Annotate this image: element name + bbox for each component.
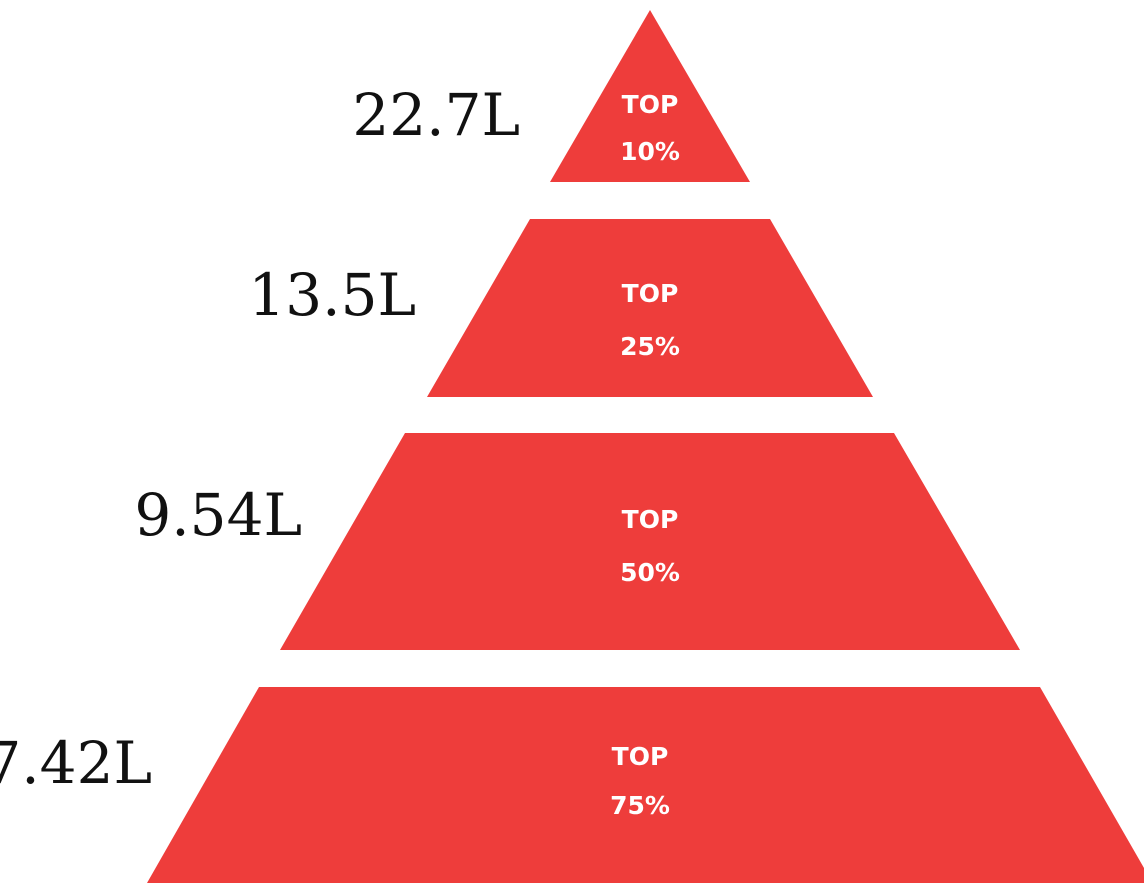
- tier-top-75-label-line1: TOP: [612, 742, 669, 771]
- tier-top-50-label-line1: TOP: [622, 505, 679, 534]
- tier-top-25-shape: [427, 219, 873, 397]
- tier-top-10-label-line2: 10%: [620, 137, 680, 166]
- tier-top-75-label-line2: 75%: [610, 791, 670, 820]
- tier-top-25-value: 13.5L: [248, 261, 416, 329]
- tier-top-75-value: 7.42L: [0, 729, 152, 797]
- tier-top-10: TOP 10% 22.7L: [352, 10, 750, 182]
- tier-top-25: TOP 25% 13.5L: [248, 219, 873, 397]
- tier-top-50-shape: [280, 433, 1020, 650]
- tier-top-10-label-line1: TOP: [622, 90, 679, 119]
- tier-top-50-label-line2: 50%: [620, 558, 680, 587]
- tier-top-50-value: 9.54L: [134, 481, 302, 549]
- tier-top-25-label-line2: 25%: [620, 332, 680, 361]
- tier-top-25-label-line1: TOP: [622, 279, 679, 308]
- tier-top-75: TOP 75% 7.42L: [0, 687, 1144, 883]
- tier-top-50: TOP 50% 9.54L: [134, 433, 1020, 650]
- tier-top-75-shape: [147, 687, 1144, 883]
- tier-top-10-value: 22.7L: [352, 81, 520, 149]
- tier-top-10-shape: [550, 10, 750, 182]
